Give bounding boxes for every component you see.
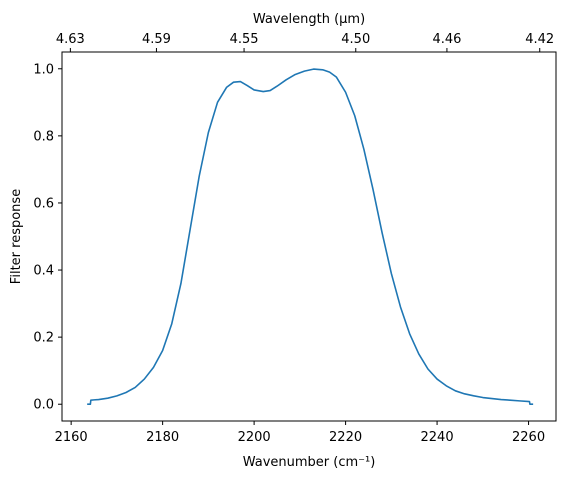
y-axis-label: Filter response: [9, 189, 24, 284]
plot-frame: [61, 51, 557, 422]
y-tick-label: 0.2: [33, 331, 54, 346]
top-tick-label: 4.50: [341, 32, 370, 47]
y-tick-label: 0.4: [33, 264, 54, 279]
top-tick-label: 4.63: [56, 32, 85, 47]
x-axis-label: Wavenumber (cm⁻¹): [243, 455, 376, 470]
top-tick-label: 4.59: [142, 32, 171, 47]
axes: 2160 2180 2200 2220 2240 2260 0.0 0.2 0.4 0.6 0.8 1…: [33, 32, 557, 445]
x-tick-label: 2260: [512, 430, 545, 445]
series-line-0: [87, 68, 534, 406]
x-tick-label: 2220: [329, 430, 362, 445]
top-tick-label: 4.42: [525, 32, 554, 47]
y-tick-label: 0.0: [33, 398, 54, 413]
y-tick-label: 0.6: [33, 196, 54, 211]
y-tick-label: 0.8: [33, 129, 54, 144]
x-tick-label: 2200: [238, 430, 271, 445]
y-tick-label: 1.0: [33, 62, 54, 77]
plot-area: [87, 68, 534, 406]
top-tick-label: 4.46: [432, 32, 461, 47]
top-tick-label: 4.55: [230, 32, 259, 47]
top-x-axis-label: Wavelength (μm): [253, 12, 365, 27]
x-tick-label: 2180: [146, 430, 179, 445]
x-tick-label: 2240: [421, 430, 454, 445]
x-tick-label: 2160: [55, 430, 88, 445]
